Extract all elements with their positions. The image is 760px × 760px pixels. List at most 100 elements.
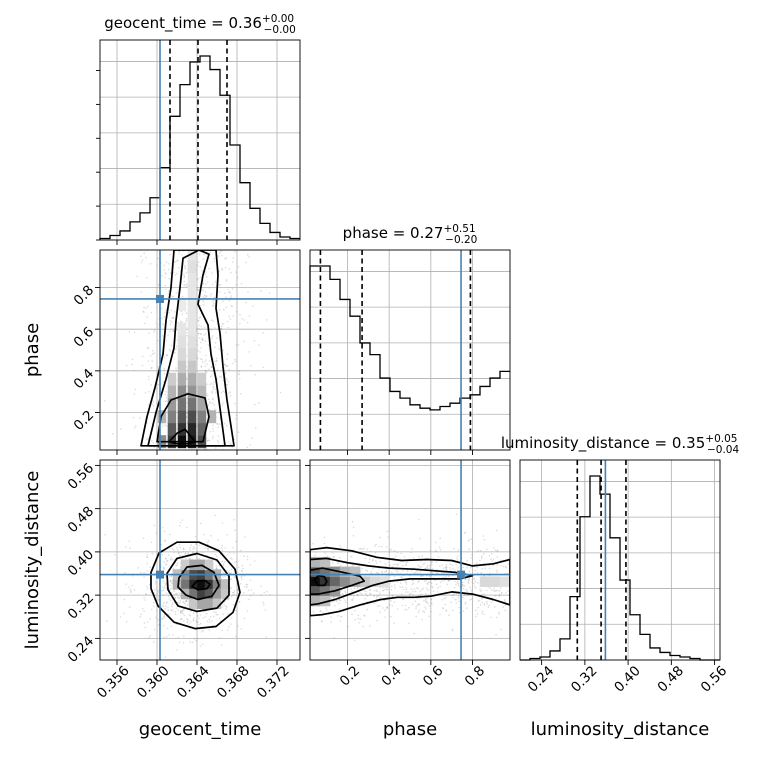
sample-point [340, 616, 343, 618]
sample-point [342, 597, 345, 600]
sample-point [182, 600, 184, 603]
sample-point [223, 604, 225, 606]
sample-point [431, 561, 433, 563]
sample-point [217, 328, 219, 331]
sample-point [182, 641, 185, 644]
sample-point [186, 618, 188, 620]
sample-point [244, 536, 246, 538]
sample-point [208, 621, 211, 623]
sample-point [408, 593, 411, 596]
sample-point [146, 556, 148, 558]
sample-point [145, 593, 148, 595]
sample-point [237, 589, 239, 592]
sample-point [207, 398, 210, 401]
sample-point [493, 547, 495, 549]
sample-point [230, 596, 233, 598]
sample-point [406, 561, 408, 564]
sample-point [174, 351, 176, 354]
sample-point [350, 588, 352, 590]
sample-point [340, 589, 343, 592]
sample-point [128, 606, 131, 608]
sample-point [164, 656, 167, 658]
sample-point [377, 605, 379, 607]
sample-point [215, 392, 217, 394]
sample-point [141, 608, 144, 610]
sample-point [413, 588, 415, 590]
sample-point [412, 557, 415, 559]
sample-point [451, 629, 454, 632]
sample-point [210, 534, 212, 537]
sample-point [499, 587, 502, 589]
sample-point [184, 600, 187, 603]
sample-point [197, 350, 200, 352]
sample-point [188, 623, 191, 625]
sample-point [496, 556, 499, 558]
sample-point [234, 360, 237, 363]
sample-point [496, 550, 499, 552]
sample-point [208, 408, 210, 411]
sample-point [103, 400, 106, 402]
sample-point [198, 544, 201, 547]
sample-point [227, 625, 230, 628]
sample-point [119, 616, 122, 618]
density-cell [310, 566, 321, 578]
sample-point [231, 305, 233, 308]
sample-point [225, 365, 227, 367]
sample-point [382, 589, 385, 592]
sample-point [230, 304, 233, 307]
sample-point [168, 263, 170, 265]
sample-point [211, 392, 213, 394]
density-cell [167, 372, 177, 386]
sample-point [146, 553, 148, 556]
sample-point [175, 348, 177, 350]
sample-point [148, 332, 150, 334]
sample-point [238, 374, 240, 376]
sample-point [234, 561, 236, 564]
sample-point [210, 293, 213, 295]
sample-point [463, 594, 466, 596]
sample-point [169, 320, 172, 322]
sample-point [142, 537, 145, 540]
sample-point [140, 613, 142, 616]
sample-point [425, 599, 427, 601]
sample-point [133, 369, 135, 372]
sample-point [150, 541, 153, 544]
sample-point [226, 320, 229, 323]
sample-point [224, 547, 227, 549]
sample-point [204, 369, 207, 372]
sample-point [200, 333, 202, 335]
density-cell [177, 322, 187, 336]
sample-point [429, 581, 431, 583]
sample-point [221, 606, 223, 608]
sample-point [222, 349, 224, 352]
sample-point [415, 615, 418, 618]
density-cell [310, 586, 321, 597]
sample-point [230, 271, 232, 274]
sample-point [445, 568, 447, 570]
sample-point [197, 277, 200, 280]
sample-point [168, 312, 171, 314]
x-tick-label-geocent_time: 0.360 [134, 663, 173, 702]
sample-point [147, 621, 149, 623]
sample-point [179, 546, 182, 549]
sample-point [172, 567, 175, 570]
sample-point [165, 340, 167, 342]
sample-point [233, 438, 236, 441]
sample-point [504, 604, 507, 606]
sample-point [468, 570, 471, 573]
sample-point [150, 311, 153, 314]
density-cell [207, 410, 217, 424]
sample-point [232, 257, 235, 260]
sample-point [183, 273, 185, 275]
sample-point [505, 566, 508, 568]
sample-point [393, 563, 395, 566]
sample-point [133, 427, 136, 429]
sample-point [157, 590, 159, 593]
density-cell [187, 360, 197, 374]
sample-point [196, 252, 198, 254]
sample-point [366, 595, 369, 597]
sample-point [208, 267, 210, 270]
sample-point [221, 545, 224, 547]
sample-point [465, 578, 467, 581]
sample-point [212, 299, 215, 302]
